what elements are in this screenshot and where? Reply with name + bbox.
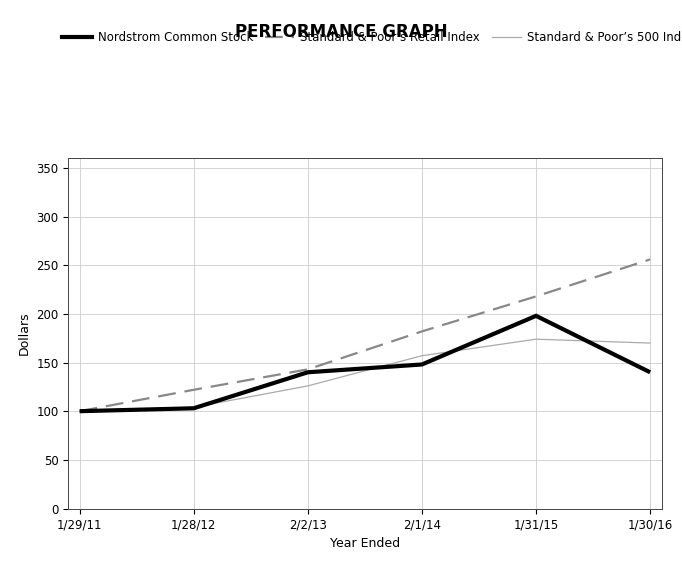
Y-axis label: Dollars: Dollars (18, 311, 31, 355)
X-axis label: Year Ended: Year Ended (330, 537, 400, 550)
Legend: Nordstrom Common Stock, Standard & Poor’s Retail Index, Standard & Poor’s 500 In: Nordstrom Common Stock, Standard & Poor’… (62, 31, 682, 44)
Text: PERFORMANCE GRAPH: PERFORMANCE GRAPH (235, 23, 447, 41)
